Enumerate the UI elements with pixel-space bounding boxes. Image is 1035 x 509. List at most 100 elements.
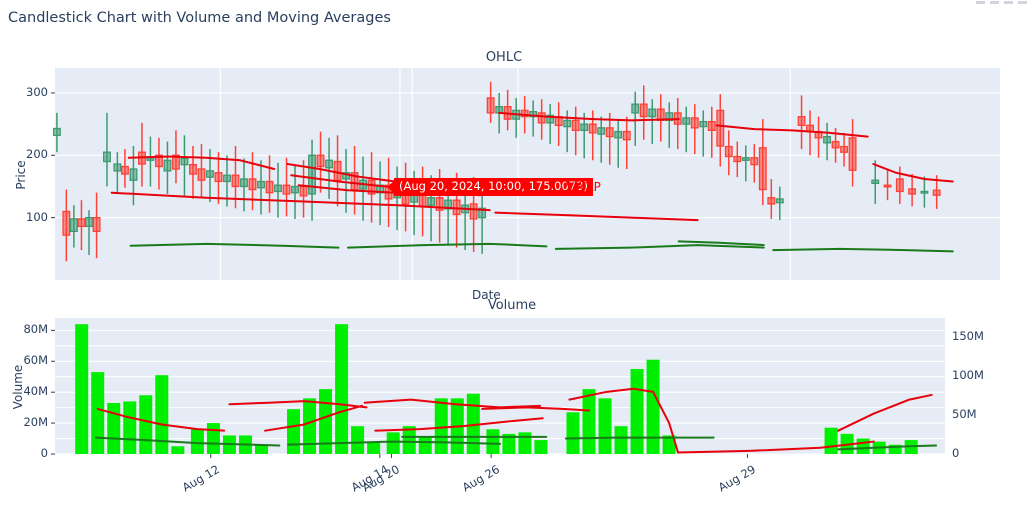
volume-bar bbox=[139, 395, 153, 454]
candlestick bbox=[265, 155, 274, 213]
modebar[interactable] bbox=[976, 1, 1027, 4]
candlestick bbox=[103, 112, 111, 187]
volume-bar bbox=[206, 423, 220, 454]
moving-average-line bbox=[715, 124, 869, 138]
candlestick bbox=[767, 178, 776, 219]
candlestick bbox=[163, 141, 172, 194]
candlestick bbox=[614, 119, 623, 168]
volume-ytick-3: 60M bbox=[23, 353, 48, 368]
volume-bar bbox=[319, 389, 333, 454]
candlestick bbox=[129, 145, 138, 206]
candlestick bbox=[537, 99, 546, 140]
plotly-figure: Candlestick Chart with Volume and Moving… bbox=[8, 1, 1027, 494]
candlestick bbox=[648, 99, 657, 145]
volume-bar bbox=[402, 426, 416, 454]
candlestick bbox=[682, 106, 691, 153]
volume-bar bbox=[662, 435, 676, 454]
volume-bar bbox=[502, 433, 516, 454]
candlestick bbox=[758, 119, 767, 206]
hover-tooltip: (Aug 20, 2024, 10:00, 175.0073) bbox=[394, 178, 593, 197]
candlestick bbox=[529, 100, 538, 137]
candlestick bbox=[707, 106, 716, 158]
figure-title: Candlestick Chart with Volume and Moving… bbox=[8, 10, 391, 26]
candlestick bbox=[85, 210, 93, 256]
candlestick bbox=[871, 160, 880, 204]
candlestick bbox=[308, 139, 316, 221]
volume-ytick-2: 40M bbox=[23, 384, 48, 399]
vwap-series-label: VWAP bbox=[566, 180, 601, 194]
volume-bar bbox=[466, 393, 480, 454]
candlestick bbox=[291, 164, 299, 219]
moving-average-line bbox=[110, 191, 491, 212]
candlestick bbox=[113, 152, 122, 193]
volume-bar bbox=[824, 427, 838, 454]
candlestick bbox=[733, 141, 742, 178]
volume-bar bbox=[351, 426, 365, 454]
candlestick bbox=[546, 104, 555, 145]
candlestick bbox=[274, 162, 282, 218]
volume-y2tick-3: 150M bbox=[952, 329, 984, 344]
candlestick bbox=[605, 112, 614, 165]
moving-average-line bbox=[346, 242, 548, 249]
candlestick bbox=[52, 112, 61, 153]
candlestick bbox=[367, 152, 376, 223]
volume-bar bbox=[123, 401, 137, 454]
volume-bar bbox=[434, 398, 448, 454]
candlestick bbox=[908, 174, 917, 207]
volume-bar bbox=[630, 369, 644, 454]
camera-icon[interactable] bbox=[976, 1, 985, 4]
candlestick bbox=[120, 149, 129, 188]
moving-average-line bbox=[127, 155, 276, 171]
volume-bar bbox=[646, 359, 660, 454]
volume-y2tick-2: 100M bbox=[952, 368, 984, 383]
moving-average-line bbox=[772, 247, 954, 253]
reset-icon[interactable] bbox=[1018, 1, 1027, 4]
volume-bar bbox=[155, 375, 169, 454]
volume-bar bbox=[534, 440, 548, 454]
volume-overlay-line bbox=[568, 387, 679, 454]
volume-overlay-lines bbox=[94, 387, 938, 454]
candlestick bbox=[750, 144, 759, 183]
candlestick bbox=[690, 104, 699, 155]
volume-bar bbox=[75, 324, 89, 454]
volume-bar bbox=[614, 426, 628, 454]
volume-bar bbox=[367, 441, 381, 454]
ohlc-subplot-title: OHLC bbox=[485, 50, 523, 65]
zoom-icon[interactable] bbox=[990, 1, 999, 4]
candlestick bbox=[478, 187, 487, 254]
volume-bar bbox=[566, 412, 580, 454]
ohlc-ytick-1: 200 bbox=[26, 147, 48, 162]
ohlc-ytick-0: 100 bbox=[26, 209, 48, 224]
candlestick bbox=[282, 157, 291, 217]
candlestick bbox=[486, 81, 495, 123]
candlestick bbox=[631, 91, 640, 146]
volume-bar bbox=[486, 429, 500, 454]
volume-bar bbox=[582, 389, 596, 454]
volume-overlay-line bbox=[287, 440, 501, 446]
volume-subplot-title: Volume bbox=[487, 298, 537, 313]
candlestick bbox=[580, 112, 589, 159]
candlestick bbox=[257, 160, 265, 215]
volume-bar bbox=[107, 403, 121, 454]
candlestick bbox=[333, 135, 342, 207]
candlestick bbox=[571, 106, 580, 156]
pan-icon[interactable] bbox=[1004, 1, 1013, 4]
candlestick bbox=[622, 116, 631, 170]
volume-bar bbox=[254, 444, 268, 454]
candlestick bbox=[62, 189, 71, 262]
volume-overlay-line bbox=[374, 417, 544, 432]
moving-average-line bbox=[554, 244, 765, 250]
volume-y2tick-1: 50M bbox=[952, 407, 977, 422]
candlestick bbox=[69, 205, 78, 248]
volume-overlay-line bbox=[677, 440, 875, 454]
candlestick bbox=[823, 122, 832, 161]
volume-overlay-line bbox=[264, 404, 364, 432]
candlestick bbox=[189, 145, 197, 199]
moving-average-line bbox=[677, 240, 765, 247]
ohlc-xaxis-title: Date bbox=[472, 288, 501, 302]
volume-bar bbox=[386, 432, 400, 454]
volume-overlay-line bbox=[94, 436, 281, 447]
volume-bar bbox=[518, 432, 532, 454]
volume-bars bbox=[75, 324, 918, 454]
volume-bar bbox=[303, 398, 317, 454]
